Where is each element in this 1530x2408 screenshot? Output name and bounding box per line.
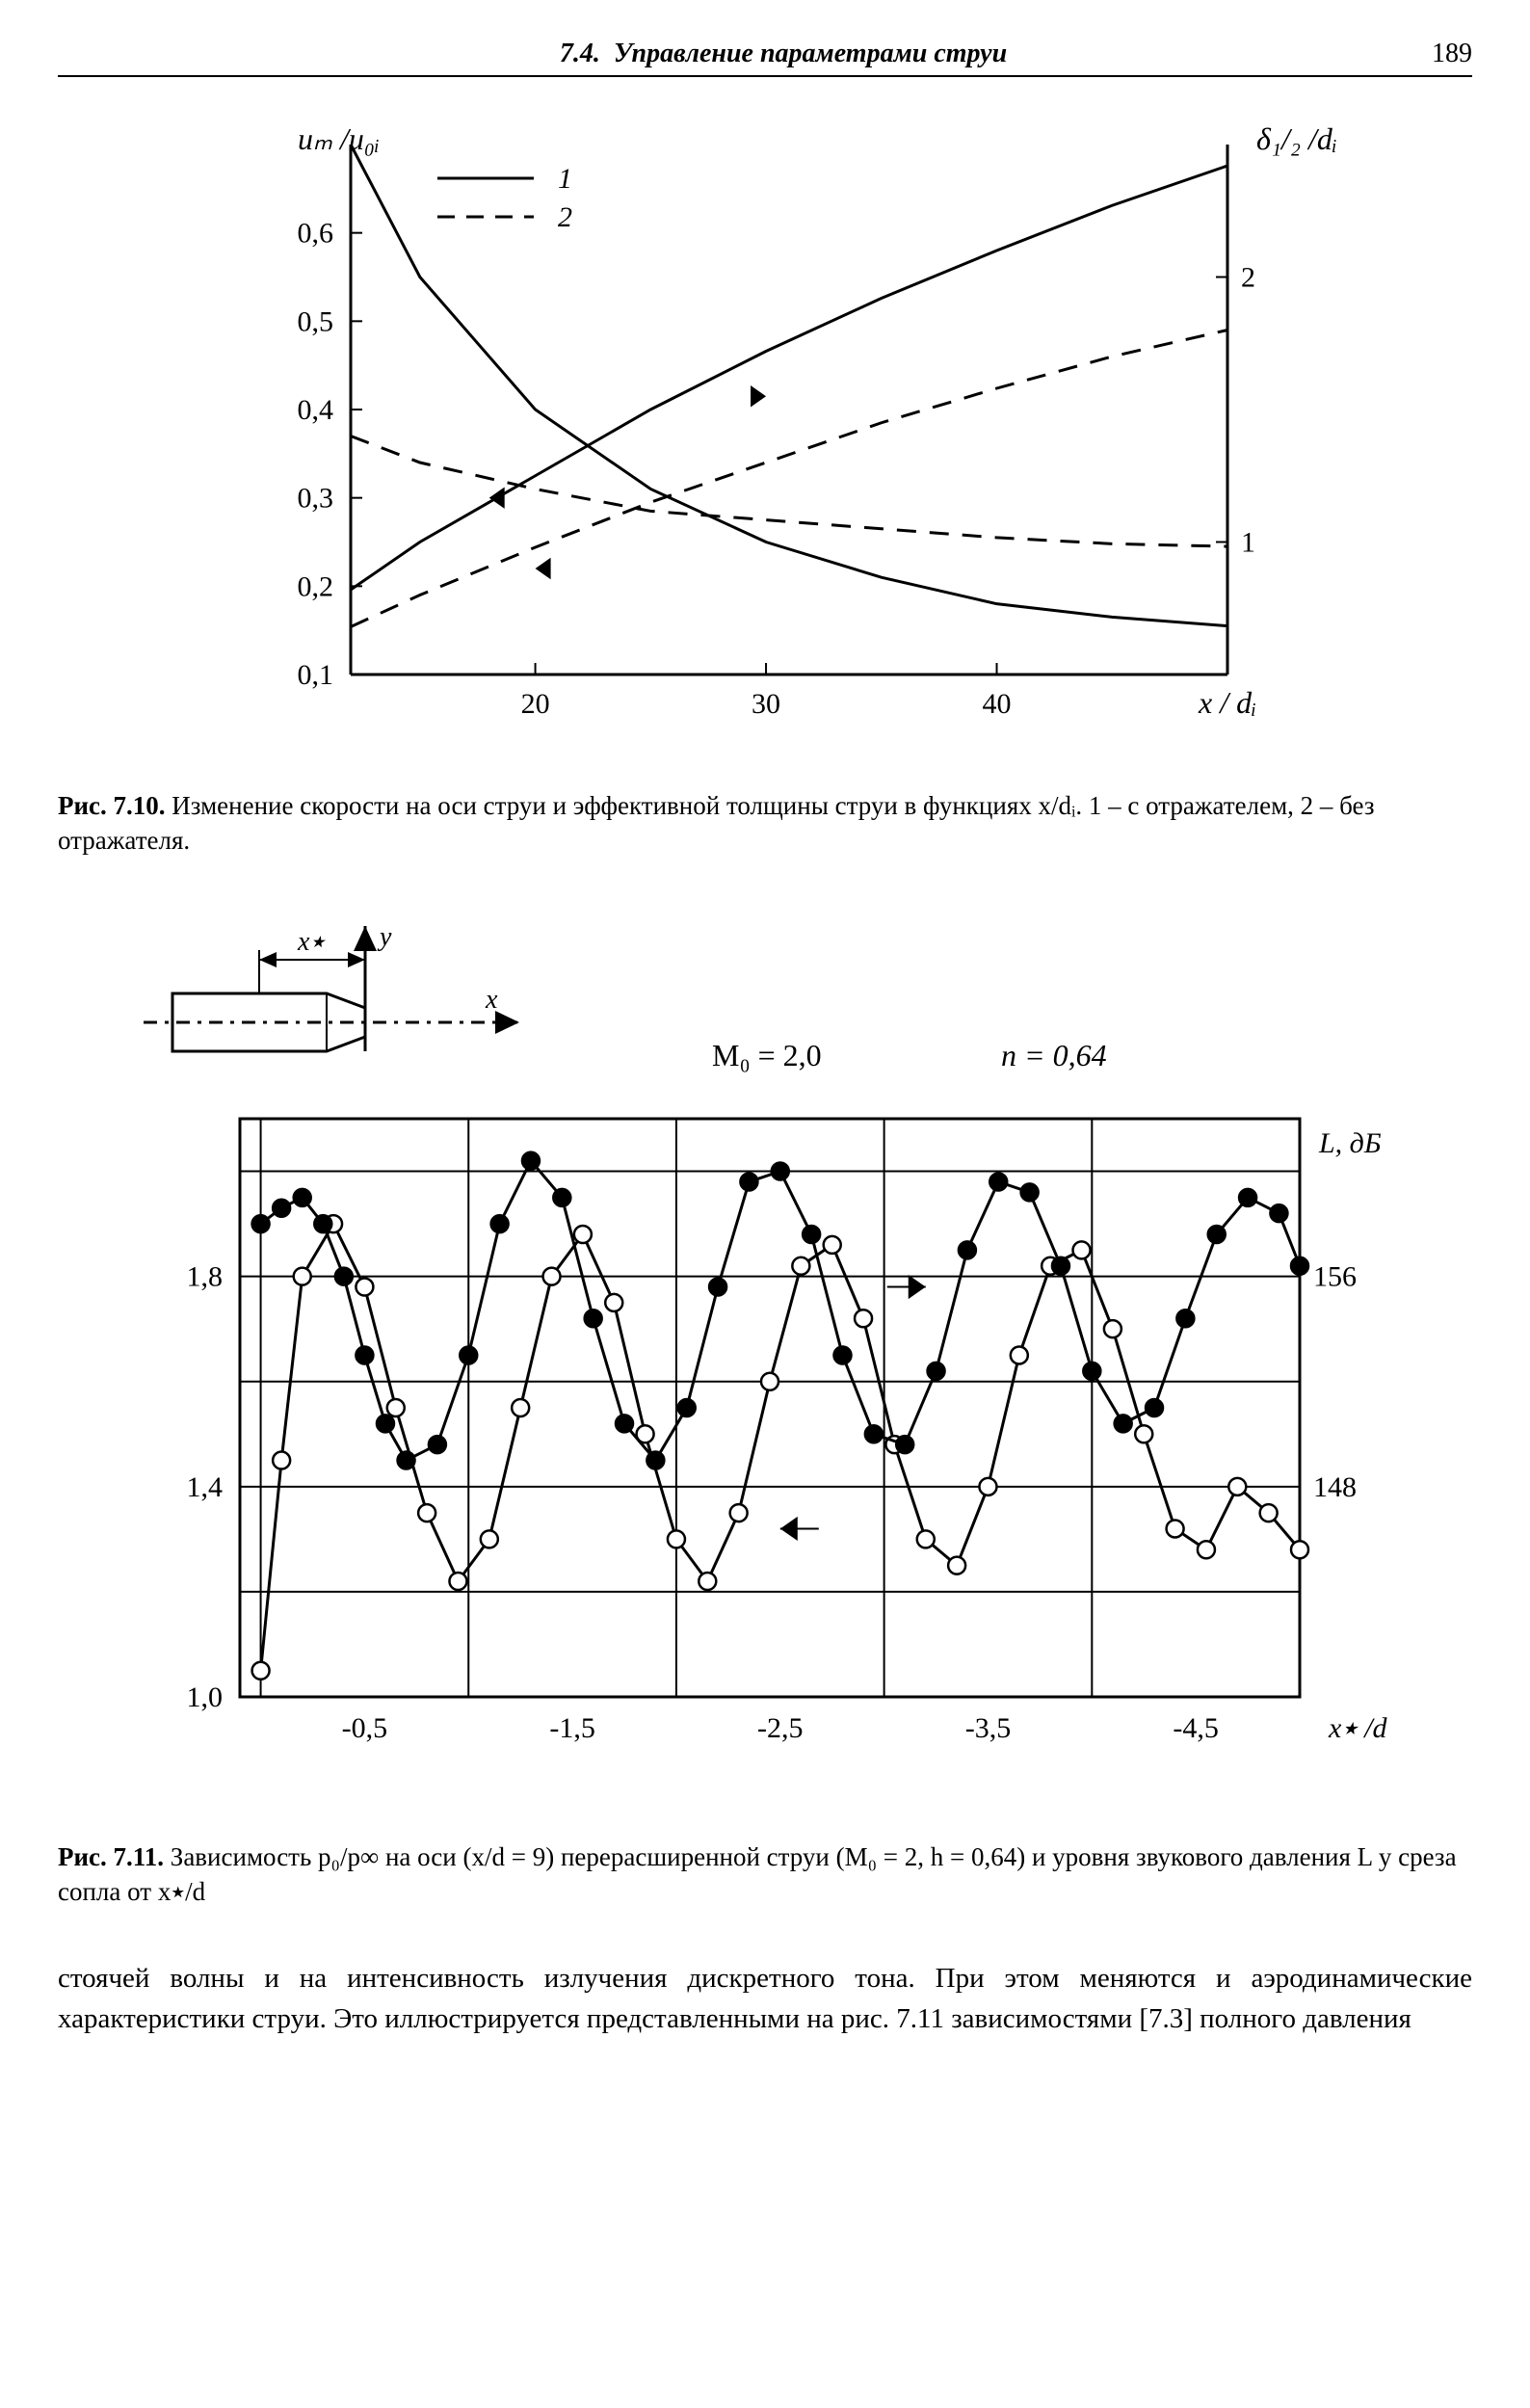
svg-text:x٭: x٭ — [297, 927, 326, 957]
svg-text:20: 20 — [521, 688, 550, 720]
svg-text:1,8: 1,8 — [187, 1261, 224, 1293]
page-number: 189 — [1432, 39, 1472, 69]
svg-text:40: 40 — [983, 688, 1012, 720]
figure-7-10: 0,1 0,2 0,3 0,4 0,5 0,6 1 2 20 30 40 uₘ /u₀ᵢ δ₁/₂ /d… — [58, 116, 1472, 859]
svg-text:-1,5: -1,5 — [549, 1712, 595, 1744]
svg-text:0,5: 0,5 — [298, 305, 334, 337]
svg-text:-0,5: -0,5 — [342, 1712, 388, 1744]
svg-text:2: 2 — [558, 201, 572, 233]
page-header: 7.4. Управление параметрами струи 189 — [58, 39, 1472, 77]
svg-text:0,2: 0,2 — [298, 570, 334, 602]
chart-7-10: 0,1 0,2 0,3 0,4 0,5 0,6 1 2 20 30 40 uₘ /u₀ᵢ δ₁/₂ /d… — [187, 116, 1343, 771]
svg-text:x / dᵢ: x / dᵢ — [1198, 685, 1256, 720]
body-paragraph: стоячей волны и на интенсивность излучен… — [58, 1958, 1472, 2039]
svg-text:n = 0,64: n = 0,64 — [1001, 1038, 1107, 1072]
svg-text:1: 1 — [558, 163, 572, 195]
svg-text:0,1: 0,1 — [298, 659, 334, 691]
svg-text:30: 30 — [752, 688, 780, 720]
caption-7-10: Рис. 7.10. Изменение скорости на оси стр… — [58, 788, 1472, 859]
svg-text:148: 148 — [1313, 1471, 1357, 1503]
svg-text:x: x — [485, 985, 498, 1015]
svg-text:0,3: 0,3 — [298, 483, 334, 515]
svg-text:2: 2 — [1241, 262, 1255, 294]
svg-text:-2,5: -2,5 — [757, 1712, 804, 1744]
chart-7-11: x y x٭ M₀ = 2,0 n = 0,64 -0,5 -1,5 -2,5 -3,5 -4,5… — [115, 907, 1415, 1822]
svg-text:1: 1 — [1241, 527, 1255, 559]
svg-text:1,0: 1,0 — [187, 1681, 224, 1713]
svg-text:δ₁/₂ /dᵢ: δ₁/₂ /dᵢ — [1256, 121, 1337, 156]
svg-text:0,4: 0,4 — [298, 394, 334, 426]
svg-text:0,6: 0,6 — [298, 218, 334, 250]
svg-text:M₀ = 2,0: M₀ = 2,0 — [712, 1038, 822, 1072]
figure-7-11: x y x٭ M₀ = 2,0 n = 0,64 -0,5 -1,5 -2,5 -3,5 -4,5… — [58, 907, 1472, 1910]
svg-text:x٭ /d: x٭ /d — [1328, 1712, 1388, 1744]
svg-text:L, дБ: L, дБ — [1318, 1127, 1382, 1159]
svg-text:y: y — [377, 922, 392, 952]
section-title: 7.4. Управление параметрами струи — [135, 39, 1432, 69]
svg-text:156: 156 — [1313, 1261, 1357, 1293]
svg-text:uₘ /u₀ᵢ: uₘ /u₀ᵢ — [298, 121, 380, 156]
svg-text:-3,5: -3,5 — [965, 1712, 1012, 1744]
caption-7-11: Рис. 7.11. Зависимость p₀/p∞ на оси (x/d… — [58, 1839, 1472, 1910]
svg-text:1,4: 1,4 — [187, 1471, 224, 1503]
svg-text:-4,5: -4,5 — [1173, 1712, 1219, 1744]
